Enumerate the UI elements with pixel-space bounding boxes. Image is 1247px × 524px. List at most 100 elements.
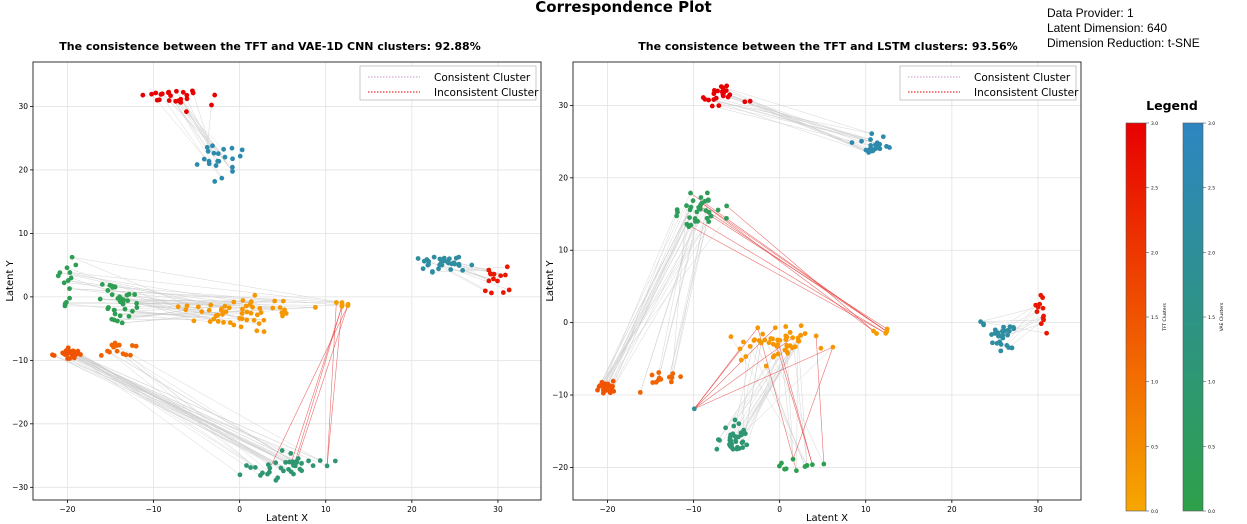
point (226, 305, 232, 311)
point (175, 304, 181, 310)
point (221, 146, 226, 152)
consistent-link (717, 90, 872, 152)
point (716, 103, 722, 109)
point (116, 342, 122, 348)
consistent-link (611, 209, 719, 390)
point (239, 311, 245, 316)
point (747, 343, 753, 349)
colorbar-tick-label: 3.0 (1151, 121, 1158, 127)
point (992, 331, 998, 336)
point (691, 406, 697, 412)
consistent-link (67, 358, 282, 469)
point (441, 258, 447, 264)
colorbar-title: Legend (1146, 98, 1198, 113)
point (783, 333, 789, 339)
point (213, 313, 219, 319)
inconsistent-link (726, 205, 877, 334)
point (132, 292, 138, 297)
point (783, 324, 789, 329)
point (111, 307, 117, 313)
point (798, 332, 804, 338)
consistent-link (779, 340, 794, 460)
point (451, 260, 457, 266)
consistent-link (107, 350, 297, 463)
consistent-link (74, 357, 282, 469)
point (65, 349, 70, 355)
consistent-link (116, 350, 269, 465)
consistent-link (604, 200, 694, 384)
point (595, 387, 600, 393)
y-tick-label: −10 (12, 356, 28, 365)
point (280, 313, 285, 319)
consistent-link (432, 266, 508, 273)
point (252, 292, 258, 298)
colorbar-legend: Legend 0.0 0.5 1.0 1.5 2.0 2.5 3.0 TFT Clusters 0… (1125, 98, 1225, 515)
point (115, 318, 120, 324)
right-plot-title: The consistence between the TFT and LSTM… (638, 40, 1018, 53)
point (279, 448, 285, 453)
consistent-link (718, 349, 786, 440)
point (240, 306, 245, 312)
point (790, 456, 796, 462)
point (715, 207, 721, 213)
inconsistent-link (792, 347, 834, 460)
consistent-link (721, 86, 872, 134)
y-tick-label: 20 (558, 173, 568, 182)
point (482, 288, 488, 294)
point (436, 266, 441, 272)
point (723, 425, 729, 431)
point (310, 463, 316, 469)
consistent-link (726, 90, 867, 151)
point (695, 218, 700, 224)
point (724, 215, 729, 221)
consistent-link (991, 304, 1036, 335)
point (491, 271, 497, 277)
y-tick-label: 30 (18, 102, 28, 111)
consistent-link (599, 209, 691, 386)
point (50, 352, 55, 358)
point (738, 357, 744, 363)
point (237, 153, 243, 159)
info-provider: Data Provider: 1 (1047, 6, 1134, 20)
point (112, 311, 118, 317)
point (67, 286, 72, 292)
x-tick-label: 10 (321, 505, 331, 514)
x-tick-label: 10 (861, 505, 871, 514)
inconsistent-link (757, 327, 797, 471)
point (207, 319, 213, 324)
consistent-link (114, 300, 275, 311)
colorbar-axis-label: VAE Clusters (1219, 302, 1225, 331)
point (656, 370, 662, 375)
point (99, 281, 105, 287)
consistent-link (115, 313, 223, 315)
point (121, 297, 127, 303)
point (744, 442, 750, 448)
legend-frame (899, 65, 1077, 101)
point (740, 445, 746, 450)
point (784, 343, 790, 348)
point (869, 131, 875, 137)
x-tick-label: 20 (947, 505, 957, 514)
point (715, 88, 720, 94)
consistent-link (114, 310, 255, 321)
y-tick-label: −10 (552, 391, 568, 400)
point (437, 256, 443, 262)
point (133, 343, 139, 349)
point (760, 331, 766, 337)
point (184, 96, 190, 102)
point (195, 304, 201, 310)
consistent-link (735, 341, 800, 442)
point (1041, 317, 1046, 323)
point (714, 446, 720, 452)
colorbar-tick-label: 1.0 (1151, 380, 1158, 386)
info-block: Data Provider: 1 Latent Dimension: 640 D… (1047, 6, 1200, 51)
point (486, 278, 492, 284)
point (215, 318, 221, 324)
consistent-link (168, 91, 223, 179)
consistent-link (669, 200, 709, 378)
point (112, 340, 118, 346)
consistent-link (67, 353, 276, 463)
colorbar-tick-label: 1.5 (1208, 315, 1215, 321)
point (731, 423, 737, 429)
point (818, 345, 824, 351)
